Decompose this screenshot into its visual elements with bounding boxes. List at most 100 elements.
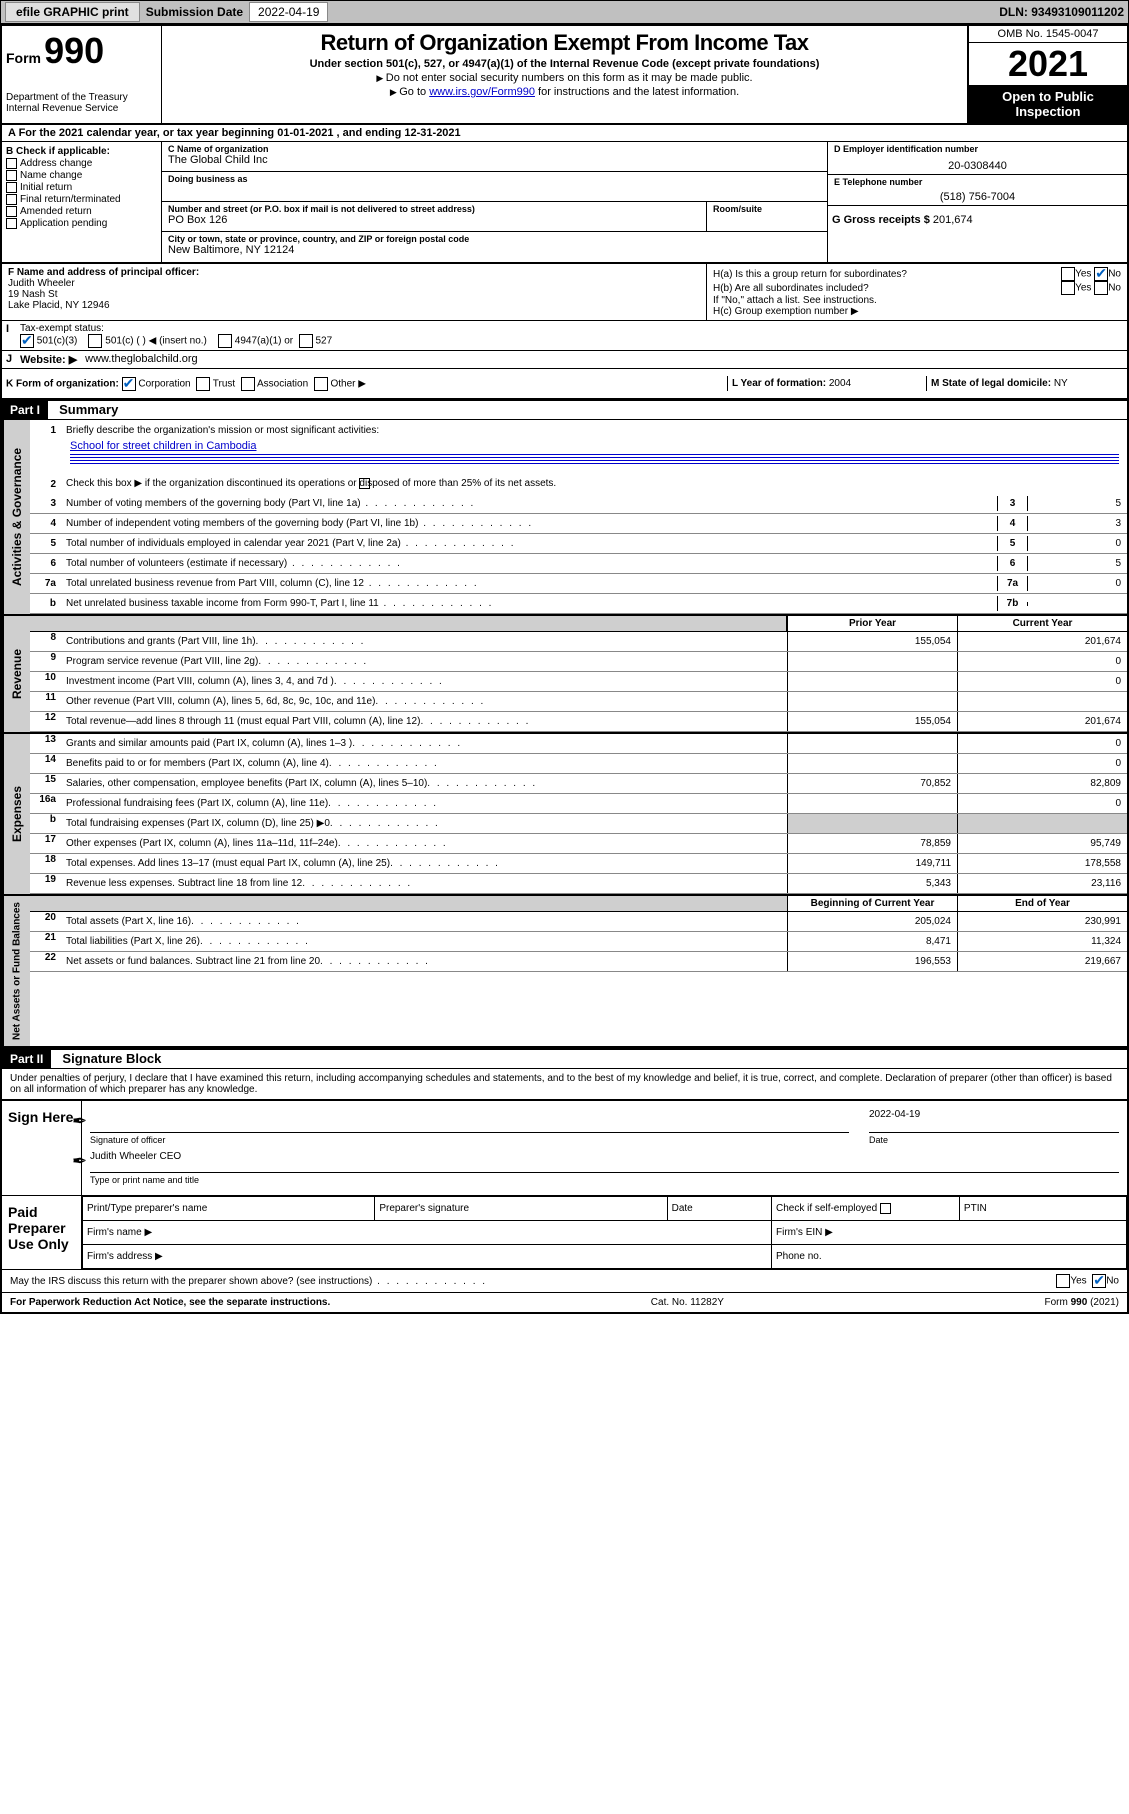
gov-line-b: bNet unrelated business taxable income f… [30, 594, 1127, 614]
omb-number: OMB No. 1545-0047 [969, 26, 1127, 43]
irs-link[interactable]: www.irs.gov/Form990 [429, 86, 535, 98]
part-2-header: Part II Signature Block [2, 1048, 1127, 1069]
chk-self-employed[interactable] [880, 1203, 891, 1214]
chk-final-return[interactable] [6, 194, 17, 205]
sign-here-label: Sign Here [2, 1101, 82, 1195]
chk-assoc[interactable] [241, 377, 255, 391]
exp-line-b: bTotal fundraising expenses (Part IX, co… [30, 814, 1127, 834]
section-net-assets: Net Assets or Fund Balances Beginning of… [2, 896, 1127, 1048]
field-address: Number and street (or P.O. box if mail i… [162, 202, 707, 232]
chk-hb-yes[interactable] [1061, 281, 1075, 295]
form-title: Return of Organization Exempt From Incom… [170, 30, 959, 56]
row-j-website: J Website: ▶ www.theglobalchild.org [2, 351, 1127, 369]
tax-year: 2021 [969, 43, 1127, 85]
officer-name: Judith Wheeler CEO [90, 1151, 1119, 1162]
chk-4947[interactable] [218, 334, 232, 348]
row-f-h: F Name and address of principal officer:… [2, 264, 1127, 321]
gov-line-4: 4Number of independent voting members of… [30, 514, 1127, 534]
exp-line-18: 18Total expenses. Add lines 13–17 (must … [30, 854, 1127, 874]
form-header: Form 990 Department of the Treasury Inte… [2, 26, 1127, 125]
row-k-l-m: K Form of organization: Corporation Trus… [2, 369, 1127, 399]
chk-discuss-no[interactable] [1092, 1274, 1106, 1288]
tab-revenue: Revenue [2, 616, 30, 732]
mission-text: School for street children in Cambodia [70, 440, 1119, 452]
chk-ha-no[interactable] [1094, 267, 1108, 281]
chk-ha-yes[interactable] [1061, 267, 1075, 281]
chk-discuss-yes[interactable] [1056, 1274, 1070, 1288]
chk-527[interactable] [299, 334, 313, 348]
signature-declaration: Under penalties of perjury, I declare th… [2, 1069, 1127, 1099]
chk-discontinued[interactable] [359, 478, 370, 489]
field-h-group: H(a) Is this a group return for subordin… [707, 264, 1127, 320]
section-expenses: Expenses 13Grants and similar amounts pa… [2, 734, 1127, 896]
submission-date-label: Submission Date [146, 5, 243, 19]
efile-print-button[interactable]: efile GRAPHIC print [5, 2, 140, 22]
dln-value: DLN: 93493109011202 [999, 5, 1124, 19]
exp-line-17: 17Other expenses (Part IX, column (A), l… [30, 834, 1127, 854]
chk-501c[interactable] [88, 334, 102, 348]
gov-line-7a: 7aTotal unrelated business revenue from … [30, 574, 1127, 594]
tab-net-assets: Net Assets or Fund Balances [2, 896, 30, 1046]
form-instruction-1: Do not enter social security numbers on … [170, 72, 959, 84]
pen-icon-2: ✒ [72, 1151, 87, 1172]
paid-preparer-label: Paid Preparer Use Only [2, 1196, 82, 1269]
field-org-name: C Name of organization The Global Child … [162, 142, 827, 172]
rev-line-9: 9Program service revenue (Part VIII, lin… [30, 652, 1127, 672]
entity-block: B Check if applicable: Address change Na… [2, 142, 1127, 264]
field-city: City or town, state or province, country… [162, 232, 827, 262]
pen-icon: ✒ [72, 1111, 87, 1132]
row-i-tax-status: I Tax-exempt status: 501(c)(3) 501(c) ( … [2, 321, 1127, 351]
gov-line-6: 6Total number of volunteers (estimate if… [30, 554, 1127, 574]
form-document: Form 990 Department of the Treasury Inte… [0, 24, 1129, 1314]
open-public-badge: Open to Public Inspection [969, 85, 1127, 123]
chk-trust[interactable] [196, 377, 210, 391]
exp-line-13: 13Grants and similar amounts paid (Part … [30, 734, 1127, 754]
rev-line-8: 8Contributions and grants (Part VIII, li… [30, 632, 1127, 652]
form-subtitle-1: Under section 501(c), 527, or 4947(a)(1)… [170, 58, 959, 70]
form-word: Form [6, 50, 41, 66]
tab-expenses: Expenses [2, 734, 30, 894]
top-toolbar: efile GRAPHIC print Submission Date 2022… [0, 0, 1129, 24]
exp-line-14: 14Benefits paid to or for members (Part … [30, 754, 1127, 774]
exp-line-19: 19Revenue less expenses. Subtract line 1… [30, 874, 1127, 894]
field-dba: Doing business as [162, 172, 827, 202]
chk-other-org[interactable] [314, 377, 328, 391]
dept-treasury: Department of the Treasury Internal Reve… [6, 92, 157, 114]
field-telephone: E Telephone number (518) 756-7004 [828, 175, 1127, 206]
section-governance: Activities & Governance 1Briefly describ… [2, 420, 1127, 616]
tab-governance: Activities & Governance [2, 420, 30, 614]
chk-application-pending[interactable] [6, 218, 17, 229]
field-gross-receipts: G Gross receipts $ 201,674 [828, 206, 1127, 228]
submission-date-value: 2022-04-19 [249, 2, 328, 22]
chk-name-change[interactable] [6, 170, 17, 181]
field-ein: D Employer identification number 20-0308… [828, 142, 1127, 175]
form-number: 990 [44, 30, 104, 71]
exp-line-16a: 16aProfessional fundraising fees (Part I… [30, 794, 1127, 814]
irs-discuss-row: May the IRS discuss this return with the… [2, 1270, 1127, 1292]
net-line-22: 22Net assets or fund balances. Subtract … [30, 952, 1127, 972]
gov-line-3: 3Number of voting members of the governi… [30, 494, 1127, 514]
field-room-suite: Room/suite [707, 202, 827, 232]
rev-line-11: 11Other revenue (Part VIII, column (A), … [30, 692, 1127, 712]
rev-line-12: 12Total revenue—add lines 8 through 11 (… [30, 712, 1127, 732]
box-b-checklist: B Check if applicable: Address change Na… [2, 142, 162, 262]
chk-address-change[interactable] [6, 158, 17, 169]
net-line-20: 20Total assets (Part X, line 16)205,0242… [30, 912, 1127, 932]
page-footer: For Paperwork Reduction Act Notice, see … [2, 1292, 1127, 1312]
section-revenue: Revenue Prior Year Current Year 8Contrib… [2, 616, 1127, 734]
line-a-tax-year: A For the 2021 calendar year, or tax yea… [2, 125, 1127, 142]
net-line-21: 21Total liabilities (Part X, line 26)8,4… [30, 932, 1127, 952]
gov-line-5: 5Total number of individuals employed in… [30, 534, 1127, 554]
chk-hb-no[interactable] [1094, 281, 1108, 295]
rev-line-10: 10Investment income (Part VIII, column (… [30, 672, 1127, 692]
chk-amended-return[interactable] [6, 206, 17, 217]
part-1-header: Part I Summary [2, 399, 1127, 420]
exp-line-15: 15Salaries, other compensation, employee… [30, 774, 1127, 794]
paid-preparer-table: Print/Type preparer's name Preparer's si… [82, 1196, 1127, 1269]
signature-block: Sign Here ✒ Signature of officer 2022-04… [2, 1099, 1127, 1270]
field-principal-officer: F Name and address of principal officer:… [2, 264, 707, 320]
chk-corp[interactable] [122, 377, 136, 391]
chk-initial-return[interactable] [6, 182, 17, 193]
chk-501c3[interactable] [20, 334, 34, 348]
form-instruction-2: Go to www.irs.gov/Form990 for instructio… [170, 86, 959, 98]
